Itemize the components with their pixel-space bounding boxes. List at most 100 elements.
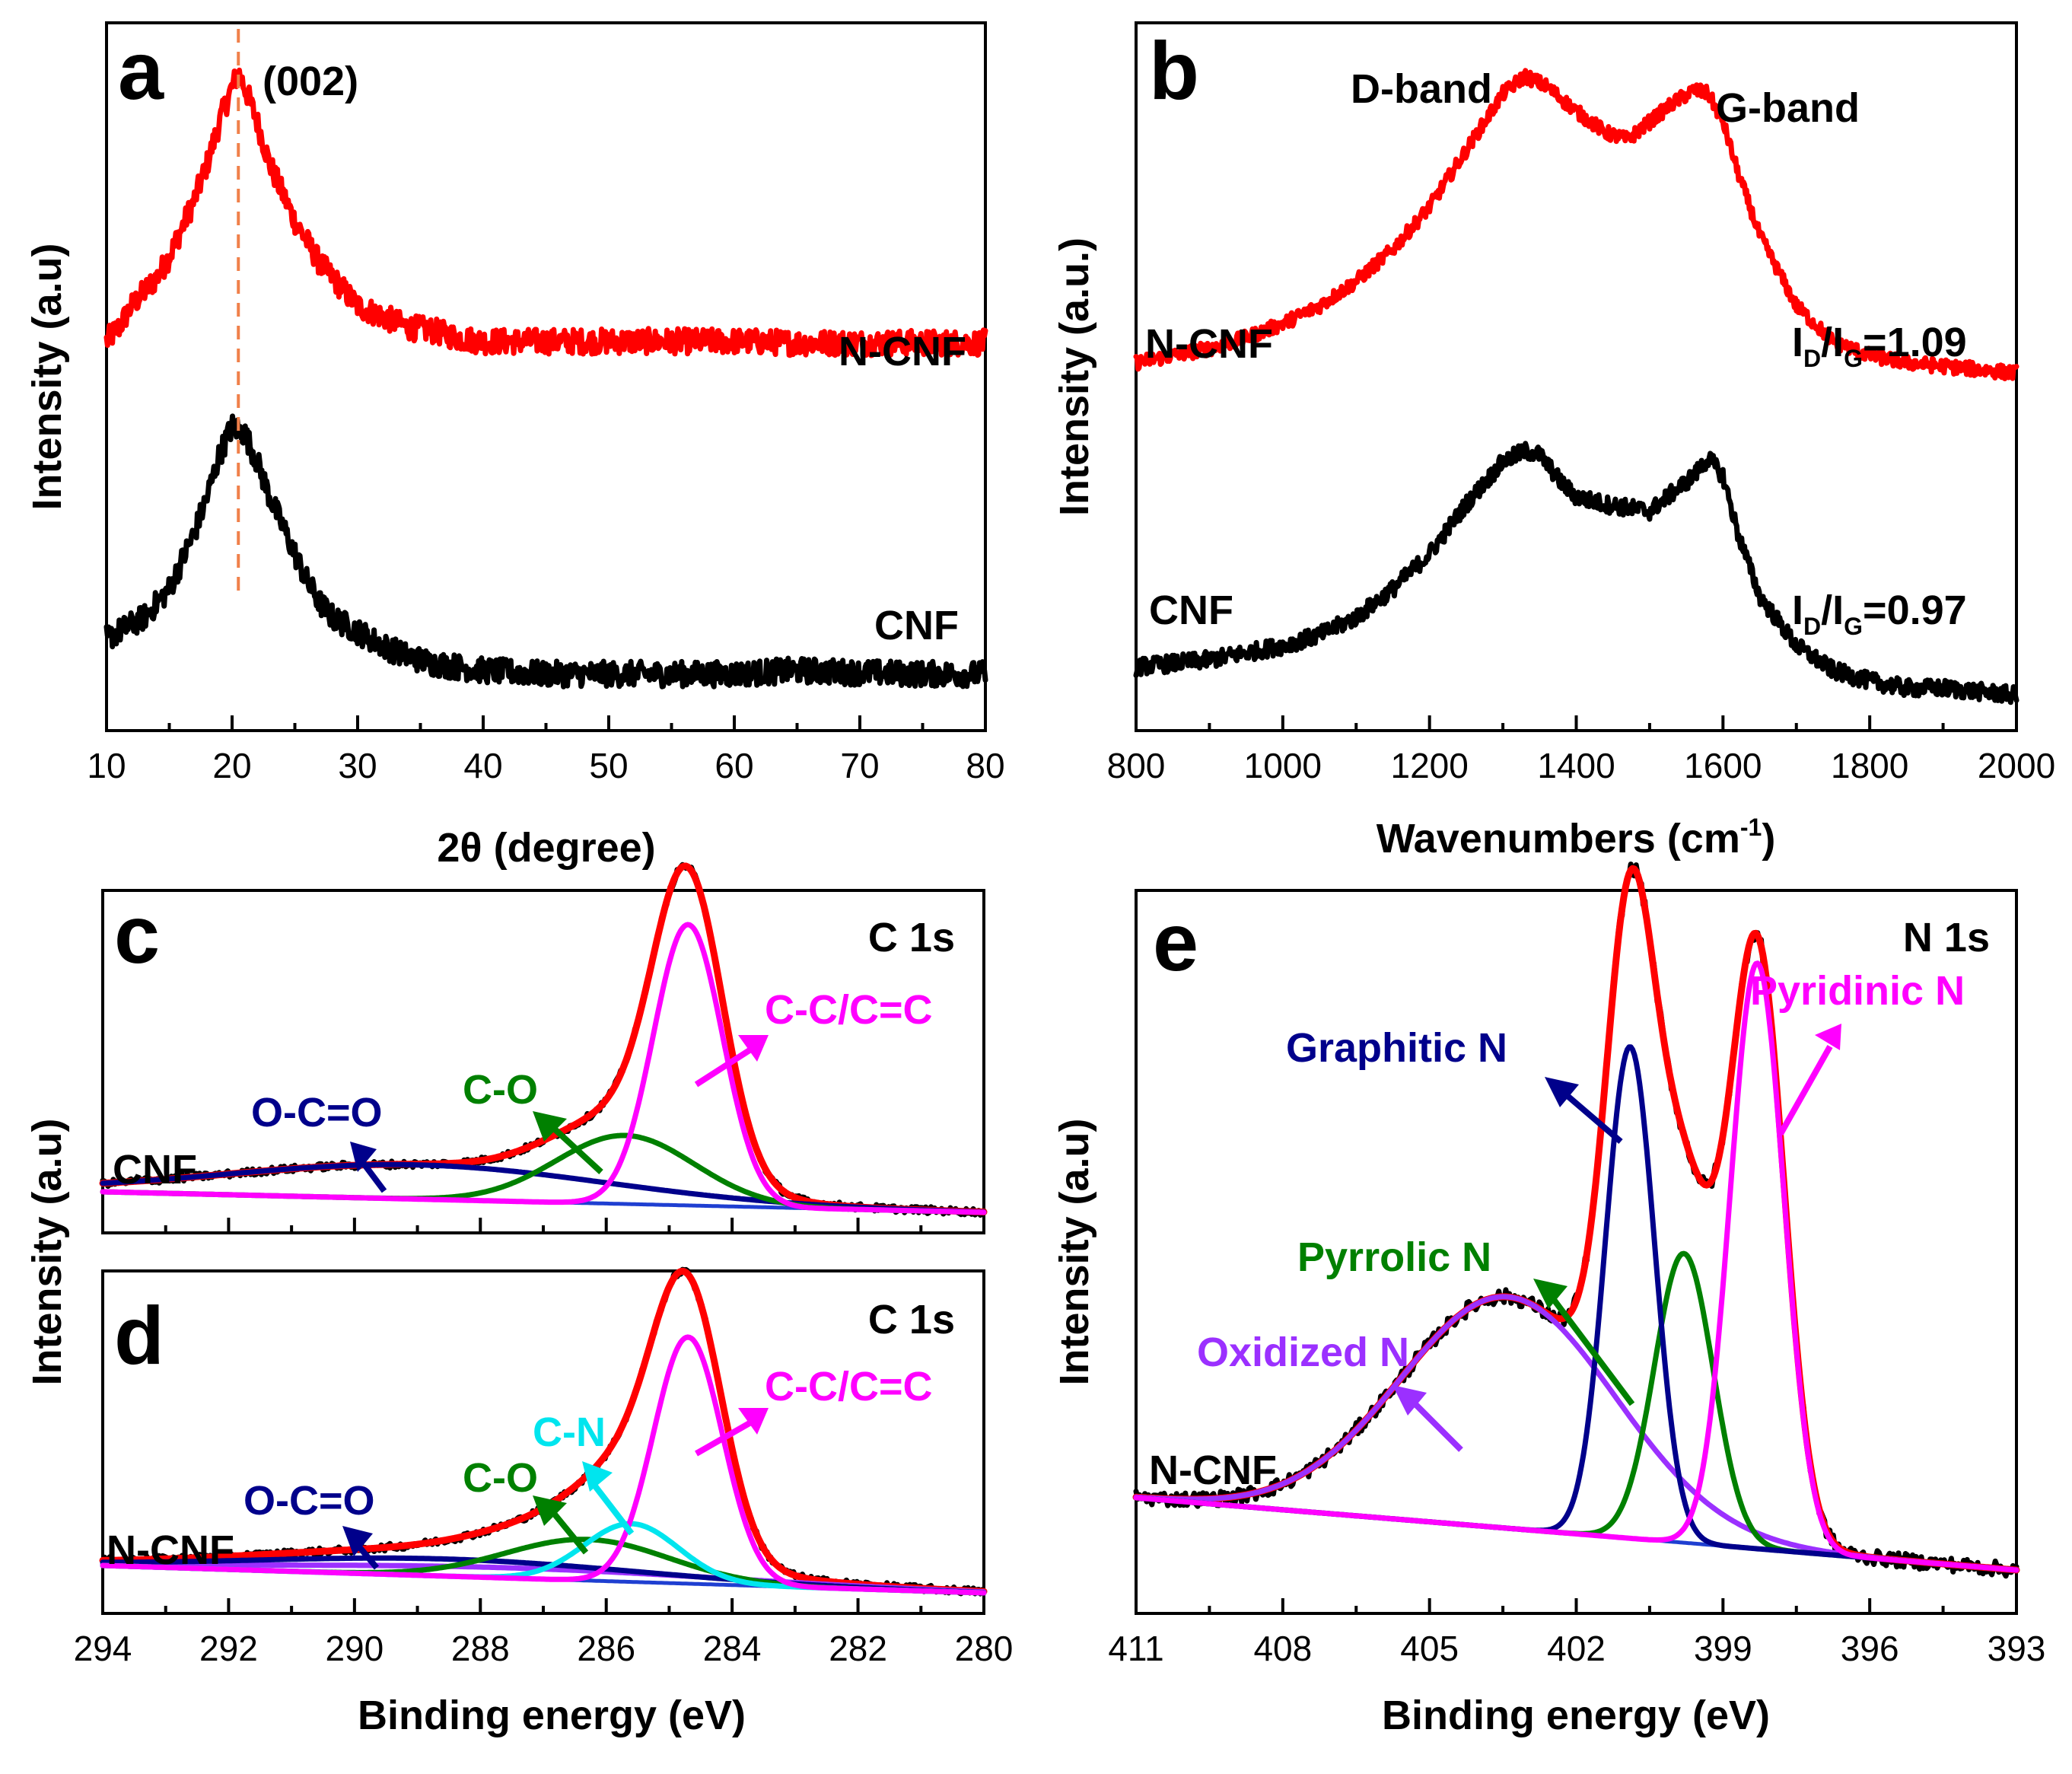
arrow-c-co [549,1124,603,1174]
panel-a-series [103,29,988,690]
arrow-c-ccc [694,1047,752,1088]
x-tick-label: 290 [325,1629,384,1668]
x-tick-label: 2000 [1978,746,2055,785]
arrow-d-co [549,1508,589,1555]
panel-e-label-pyridinic: Pyridinic N [1750,968,1965,1014]
panel-e-label-pyrrolic: Pyrrolic N [1297,1234,1491,1280]
ratio-cnf-sub-d: D [1803,613,1821,640]
x-tick-label: 284 [703,1629,762,1668]
arrow-e-pyridinic-head [1815,1024,1841,1050]
arrow-c-oco-head [350,1142,377,1172]
panel-c-sample-label: CNF [113,1147,197,1193]
panel-c-series [99,862,988,1218]
x-tick-label: 1000 [1244,746,1322,785]
panel-e-label-oxidized: Oxidized N [1197,1330,1409,1375]
arrow-d-co-head [533,1495,567,1526]
panel-b-x-axis-main: Wavenumbers (cm [1377,816,1740,862]
x-tick-label: 286 [577,1629,635,1668]
panel-e-x-axis-label: Binding energy (eV) [1382,1693,1770,1738]
x-tick-label: 393 [1988,1629,2046,1668]
x-tick-label: 1200 [1390,746,1468,785]
x-tick-label: 399 [1694,1629,1752,1668]
series-n-cnf [1133,68,2019,381]
panel-a: 10 20 30 40 50 60 70 80 a (002) N-CNF CNF 2θ (d… [24,21,1005,871]
xps-component-c-c-c-c [100,922,987,1215]
x-tick-label: 60 [715,746,753,785]
x-tick-label: 292 [199,1629,258,1668]
x-tick-label: 40 [463,746,502,785]
peak-002-annotation: (002) [263,59,358,104]
panel-d-arrows [342,1408,769,1570]
x-tick-label: 1400 [1537,746,1615,785]
panel-a-y-axis-label: Intensity (a.u) [24,243,70,510]
arrow-c-oco [358,1158,387,1193]
arrow-e-pyridinic [1778,1045,1833,1135]
series-n-cnf [103,67,988,358]
panel-d-label-ccc: C-C/C=C [765,1364,933,1409]
ratio-label-ncnf: ID/IG=1.09 [1792,320,1967,372]
x-tick-label: 288 [451,1629,510,1668]
x-tick-label: 20 [212,746,251,785]
arrow-d-cn-head [582,1461,613,1492]
x-tick-label: 10 [87,746,126,785]
panel-e-sample-label: N-CNF [1149,1448,1277,1493]
panel-b-series [1133,68,2019,705]
arrow-e-pyrrolic [1549,1295,1635,1406]
ratio-ncnf-value: =1.09 [1863,320,1967,365]
x-tick-label: 1600 [1684,746,1762,785]
arrow-d-cn [590,1482,635,1536]
arrow-e-graphitic-head [1545,1077,1579,1107]
d-band-label: D-band [1351,66,1492,112]
panel-d-label: d [114,1289,164,1381]
arrow-d-oco [355,1543,380,1570]
panel-e-series [1132,862,2020,1579]
ratio-ncnf-sub-g: G [1844,345,1863,372]
x-tick-label: 80 [966,746,1004,785]
panel-d-label-oco: O-C=O [243,1478,375,1524]
g-band-label: G-band [1716,85,1860,131]
panel-d-label-co: C-O [463,1455,538,1501]
ratio-cnf-sub-g: G [1844,613,1863,640]
xps-component-pyridinic-n [1133,960,2019,1573]
panel-a-label-cnf: CNF [874,603,959,648]
panel-c-x-ticks [101,1218,985,1233]
panel-d-title: C 1s [868,1297,955,1342]
x-tick-label: 411 [1108,1629,1163,1668]
panel-b-x-ticks: 800 1000 1200 1400 1600 1800 2000 [1107,715,2055,785]
panel-c-title: C 1s [868,915,955,960]
arrow-e-oxidized [1413,1402,1463,1452]
x-tick-label: 70 [840,746,879,785]
panel-e-title: N 1s [1903,915,1990,960]
x-tick-label: 30 [338,746,377,785]
panel-d-x-ticks: 294 292 290 288 286 284 282 280 [74,1598,1013,1668]
panel-c-frame [101,889,985,1234]
arrow-e-oxidized-head [1392,1385,1427,1416]
panel-b-label-ncnf: N-CNF [1145,321,1273,367]
panel-c-label-ccc: C-C/C=C [765,987,933,1033]
panel-e: 411 408 405 402 399 396 393 e N 1s N-CNF Graph… [1052,862,2045,1738]
panel-b-x-axis-sup: -1 [1740,814,1762,841]
panel-c-arrows [350,1035,769,1193]
ratio-ncnf-i-d: I [1792,320,1803,365]
xps-component-o-c-o [100,1161,987,1215]
ratio-ncnf-i-g: I [1832,320,1844,365]
panel-b-x-axis-end: ) [1762,816,1775,862]
panel-e-arrows [1392,1024,1841,1452]
ratio-cnf-i-g: I [1832,588,1844,633]
panel-e-label-graphitic: Graphitic N [1286,1025,1507,1071]
panel-a-x-ticks: 10 20 30 40 50 60 70 80 [87,715,1005,785]
arrow-c-co-head [533,1111,567,1142]
ratio-label-cnf: ID/IG=0.97 [1792,588,1967,640]
panel-c-label-co: C-O [463,1067,538,1113]
series-cnf [1133,441,2019,705]
ratio-ncnf-sub-d: D [1803,345,1821,372]
panel-c-label-oco: O-C=O [251,1090,383,1135]
arrow-e-graphitic [1565,1093,1623,1145]
arrow-d-ccc [695,1420,751,1457]
ratio-cnf-value: =0.97 [1863,588,1967,633]
panel-e-x-ticks: 411 408 405 402 399 396 393 [1108,1598,2045,1668]
arrow-c-ccc-head [738,1035,769,1062]
x-tick-label: 402 [1547,1629,1606,1668]
panel-c: c C 1s CNF C-C/C=C C-O O-C=O [99,862,988,1234]
